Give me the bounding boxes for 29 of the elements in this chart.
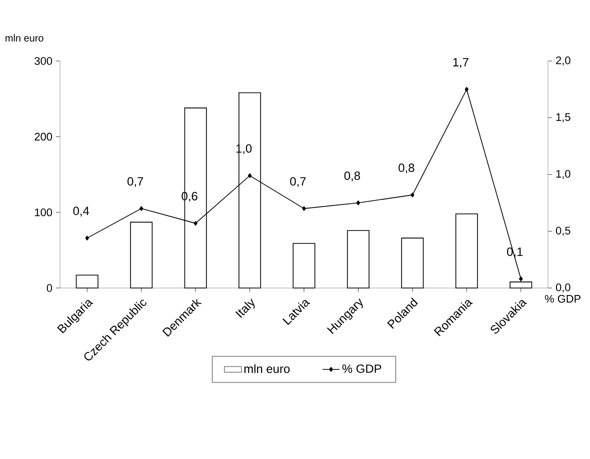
y2-tick-label: 1,5 — [556, 113, 570, 122]
legend-label: % GDP — [342, 364, 382, 373]
legend-label: mln euro — [244, 364, 290, 374]
y-tick-label: 200 — [34, 132, 52, 141]
point — [139, 206, 144, 211]
y2-tick-label: 0,5 — [556, 226, 570, 236]
point — [410, 192, 414, 198]
point — [356, 200, 360, 206]
y2-tick-label: 2,0 — [556, 56, 570, 66]
data-label: 0,8 — [398, 164, 414, 174]
point — [519, 276, 523, 282]
y2-axis-title: % GDP — [544, 294, 580, 303]
point — [302, 206, 306, 211]
y-tick-label: 100 — [35, 208, 52, 216]
y-tick-label: 0 — [46, 284, 52, 292]
point — [248, 173, 252, 178]
point — [464, 86, 469, 92]
y-tick-label: 300 — [34, 57, 52, 65]
data-label: 0,7 — [127, 177, 144, 188]
point — [194, 220, 198, 226]
y2-tick-label: 1,0 — [556, 170, 570, 180]
data-label: 0,4 — [73, 206, 90, 217]
data-label: 1,7 — [453, 58, 468, 68]
data-label: 0,8 — [344, 171, 360, 182]
y-axis-title: mln euro — [6, 34, 44, 42]
x-tick-label: Italy — [235, 298, 255, 318]
data-label: 0,7 — [290, 177, 306, 188]
point — [85, 236, 90, 240]
y2-tick-label: 0,0 — [556, 283, 570, 293]
